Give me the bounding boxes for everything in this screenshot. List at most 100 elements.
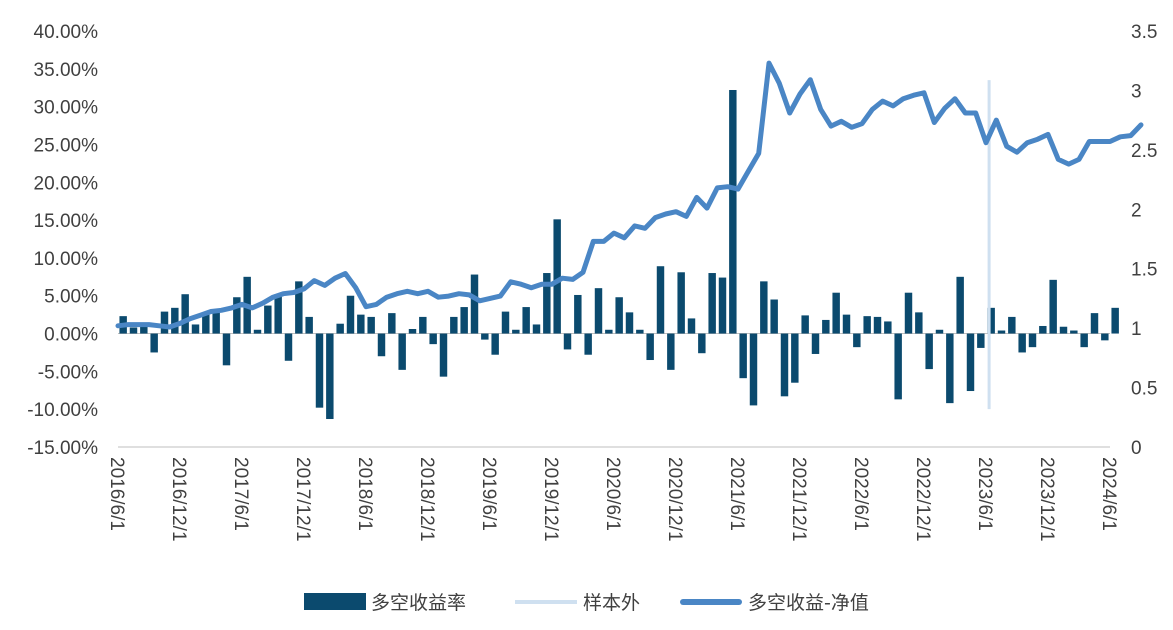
bar <box>470 274 479 334</box>
y-tick-label: 5.00% <box>44 287 98 308</box>
bar <box>491 333 499 355</box>
x-tick-label: 2020/6/1 <box>602 457 623 531</box>
bar <box>191 324 200 334</box>
x-tick-label: 2019/6/1 <box>478 457 499 531</box>
bar <box>233 297 241 334</box>
bar <box>873 316 882 334</box>
legend-swatch-bar <box>304 593 366 610</box>
x-tick-label: 2020/12/1 <box>664 457 685 542</box>
bar <box>171 307 179 334</box>
y-tick-label: 25.00% <box>34 135 99 156</box>
x-tick-label: 2019/12/1 <box>540 457 561 542</box>
bar <box>1059 326 1068 334</box>
x-tick-label: 2023/12/1 <box>1036 457 1057 542</box>
bar <box>574 294 582 334</box>
bar <box>1070 330 1078 334</box>
y2-tick-label: 1.5 <box>1131 260 1157 281</box>
bar <box>429 333 437 345</box>
bar <box>791 333 799 383</box>
bar <box>150 333 158 353</box>
bar <box>212 309 220 334</box>
bar <box>739 333 747 379</box>
bar <box>904 292 913 334</box>
legend: 多空收益率 样本外 多空收益-净值 <box>304 592 869 614</box>
bar <box>295 281 303 334</box>
y2-tick-label: 2 <box>1131 200 1142 221</box>
y2-tick-label: 0.5 <box>1131 379 1157 400</box>
nav-line <box>115 60 1144 330</box>
bar <box>687 318 696 334</box>
y-tick-label: 10.00% <box>34 249 99 270</box>
legend-swatch-line <box>680 599 742 605</box>
legend-label-bar: 多空收益率 <box>371 592 466 614</box>
bar <box>563 333 572 350</box>
bar <box>346 295 355 334</box>
bar <box>326 333 334 420</box>
bar <box>987 307 995 334</box>
y-tick-label: 35.00% <box>34 60 99 81</box>
x-tick-label: 2023/6/1 <box>974 457 995 531</box>
y-tick-label: -5.00% <box>38 362 98 383</box>
bar <box>842 314 851 334</box>
bar <box>656 266 665 334</box>
bars-layer <box>119 89 1119 420</box>
bar <box>501 311 510 334</box>
bar <box>708 273 716 334</box>
bar <box>594 288 603 334</box>
bar <box>274 294 282 334</box>
bar <box>532 324 541 334</box>
bar <box>315 333 324 408</box>
bar <box>801 315 809 334</box>
x-tick-label: 2016/12/1 <box>168 457 189 542</box>
x-tick-label: 2022/12/1 <box>912 457 933 542</box>
bar <box>1090 313 1099 334</box>
legend-swatch-out-of-sample <box>515 600 577 604</box>
bar <box>977 333 985 348</box>
bar <box>925 333 933 370</box>
y-tick-label: 30.00% <box>34 98 99 119</box>
bar <box>894 333 902 400</box>
bar <box>460 307 468 334</box>
bar <box>1008 316 1016 334</box>
bar <box>543 273 551 334</box>
bar <box>512 329 520 334</box>
x-tick-label: 2017/6/1 <box>230 457 251 531</box>
bar <box>811 333 820 354</box>
bar <box>667 333 675 370</box>
y-tick-label: 40.00% <box>34 22 99 43</box>
bar <box>160 311 169 334</box>
axes-layer: 40.00%35.00%30.00%25.00%20.00%15.00%10.0… <box>27 22 1157 542</box>
x-tick-label: 2022/6/1 <box>850 457 871 531</box>
y-tick-label: -15.00% <box>27 438 98 459</box>
legend-label-line: 多空收益-净值 <box>748 592 869 614</box>
bar <box>1049 279 1057 334</box>
bar <box>677 272 685 334</box>
y-tick-label: 0.00% <box>44 325 98 346</box>
y-tick-label: 15.00% <box>34 211 99 232</box>
bar <box>584 333 592 355</box>
x-tick-label: 2016/6/1 <box>106 457 127 531</box>
y-tick-label: -10.00% <box>27 400 98 421</box>
bar <box>181 294 189 334</box>
bar <box>956 276 964 334</box>
bar <box>367 316 375 334</box>
y2-tick-label: 1 <box>1131 319 1142 340</box>
bar <box>636 329 644 334</box>
bar <box>863 316 871 334</box>
bar <box>698 333 706 354</box>
bar <box>450 316 458 334</box>
bar <box>718 277 727 334</box>
x-tick-label: 2017/12/1 <box>292 457 313 542</box>
bar <box>408 329 417 334</box>
bar <box>377 333 386 357</box>
y2-tick-label: 2.5 <box>1131 141 1157 162</box>
legend-label-out-of-sample: 样本外 <box>583 592 640 614</box>
bar <box>1111 307 1119 334</box>
bar <box>729 89 737 334</box>
bar <box>935 329 944 334</box>
bar <box>615 297 623 334</box>
bar <box>1039 325 1047 334</box>
x-tick-label: 2021/12/1 <box>788 457 809 542</box>
bar <box>398 333 406 370</box>
